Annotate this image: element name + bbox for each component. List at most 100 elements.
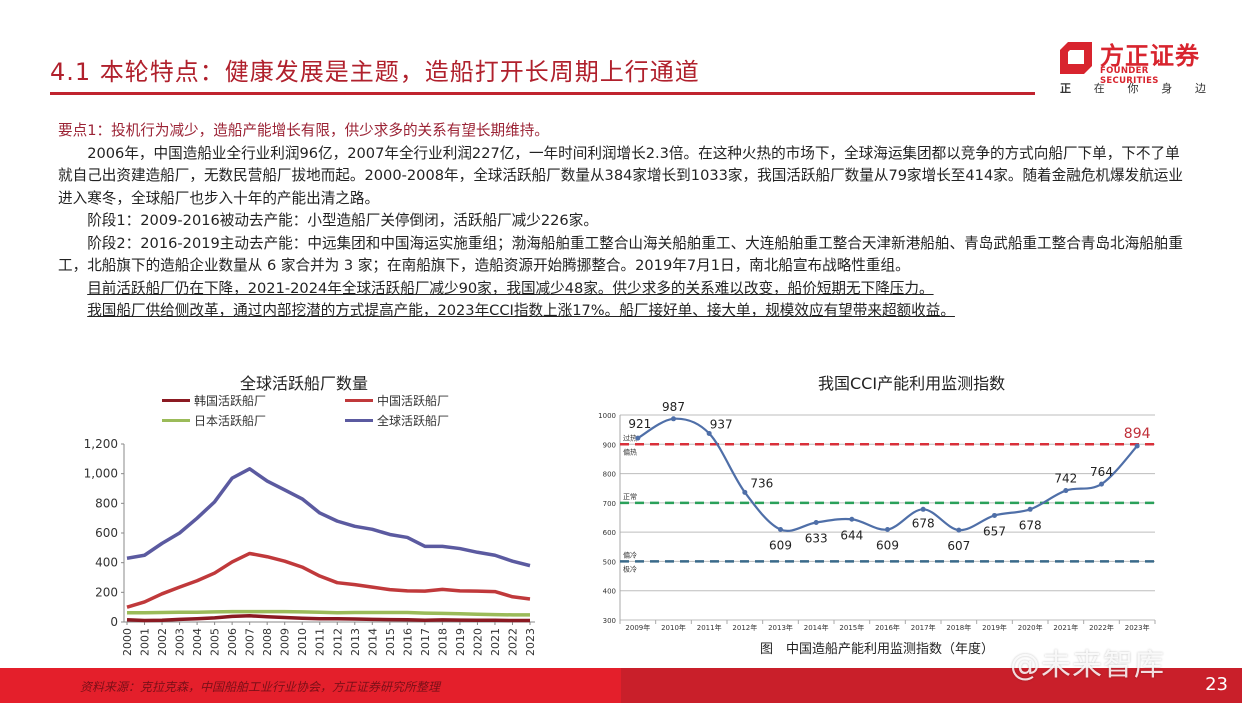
- x-tick-label: 2017: [419, 628, 432, 656]
- data-label: 609: [876, 539, 899, 553]
- data-point: [849, 516, 855, 522]
- paragraph-3: 阶段2：2016-2019主动去产能：中远集团和中国海运实施重组；渤海船舶重工整…: [58, 234, 1183, 275]
- x-tick-label: 2012年: [732, 623, 757, 632]
- x-tick-label: 2015年: [839, 623, 864, 632]
- data-point: [956, 527, 962, 533]
- x-tick-label: 2021年: [1053, 623, 1078, 632]
- slogan-char: 边: [1195, 82, 1206, 95]
- legend-japan: 日本活跃船厂: [162, 412, 266, 429]
- data-point: [778, 527, 783, 533]
- data-label: 678: [1019, 518, 1042, 532]
- slogan: 正 在 你 身 边: [1060, 80, 1206, 96]
- data-label: 609: [769, 539, 792, 553]
- data-point: [992, 512, 997, 518]
- x-tick-label: 2020: [471, 628, 484, 656]
- x-tick-label: 2003: [174, 628, 187, 656]
- data-label: 894: [1124, 426, 1151, 442]
- legend-korea: 韩国活跃船厂: [162, 392, 266, 409]
- y-tick-label: 200: [95, 585, 118, 599]
- x-tick-label: 2022: [506, 628, 519, 656]
- x-tick-label: 2017年: [911, 623, 936, 632]
- x-tick-label: 2013: [349, 628, 362, 656]
- x-tick-label: 2000: [121, 628, 134, 656]
- data-label: 987: [662, 400, 685, 414]
- x-tick-label: 2018: [436, 628, 449, 656]
- data-label: 921: [628, 417, 651, 431]
- data-label: 742: [1054, 472, 1077, 486]
- footer-bar: [0, 668, 1242, 703]
- founder-securities-logo: 方正证券 FOUNDER SECURITIES: [1058, 36, 1208, 96]
- x-tick-label: 2006: [226, 628, 239, 656]
- series-line: [126, 467, 531, 568]
- y-tick-label: 800: [95, 496, 118, 510]
- x-tick-label: 2009: [279, 628, 292, 656]
- data-label: 644: [840, 528, 863, 542]
- slogan-char: 在: [1093, 82, 1105, 95]
- data-point: [671, 416, 676, 422]
- legend-swatch: [162, 399, 190, 402]
- x-tick-label: 2010年: [661, 623, 686, 632]
- x-tick-label: 2012: [331, 628, 344, 656]
- y-tick-label: 1,200: [84, 437, 118, 451]
- legend-swatch: [345, 399, 373, 402]
- y-tick-label: 400: [95, 556, 118, 570]
- y-tick-label: 1,000: [84, 467, 118, 481]
- reference-label: 极冷: [623, 564, 637, 573]
- data-point: [635, 435, 641, 441]
- key-point: 要点1：投机行为减少，造船产能增长有限，供少求多的关系有望长期维持。: [58, 122, 549, 139]
- x-tick-label: 2022年: [1089, 623, 1114, 632]
- slogan-char: 正: [1060, 82, 1071, 95]
- x-tick-label: 2007: [244, 628, 257, 656]
- reference-label: 偏冷: [623, 550, 637, 559]
- figure-caption: 图 中国造船产能利用监测指数（年度）: [760, 642, 995, 657]
- x-tick-label: 2014: [366, 628, 379, 656]
- y-tick-label: 1000: [598, 412, 616, 420]
- data-point: [813, 519, 819, 525]
- legend-swatch: [345, 419, 373, 422]
- x-tick-label: 2016: [401, 628, 414, 656]
- x-tick-label: 2008: [261, 628, 274, 656]
- right-chart-title: 我国CCI产能利用监测指数: [818, 374, 1006, 393]
- y-tick-label: 0: [110, 615, 118, 629]
- data-label: 937: [710, 417, 733, 431]
- data-label: 657: [983, 524, 1006, 538]
- body-text: 要点1：投机行为减少，造船产能增长有限，供少求多的关系有望长期维持。 2006年…: [58, 120, 1188, 323]
- data-label: 678: [912, 516, 935, 530]
- y-tick-label: 300: [603, 617, 616, 625]
- legend-label: 日本活跃船厂: [194, 414, 267, 428]
- data-point: [1027, 506, 1033, 512]
- series-line: [126, 551, 531, 609]
- x-tick-label: 2023年: [1125, 623, 1150, 632]
- data-label: 764: [1090, 465, 1113, 479]
- y-tick-label: 400: [603, 588, 616, 596]
- series-line: [126, 614, 530, 623]
- x-tick-label: 2014年: [804, 623, 829, 632]
- x-tick-label: 2001: [139, 628, 152, 656]
- slogan-char: 身: [1161, 82, 1173, 95]
- page-title: 4.1 本轮特点：健康发展是主题，造船打开长周期上行通道: [50, 58, 700, 86]
- legend-china: 中国活跃船厂: [345, 392, 449, 409]
- data-point: [885, 527, 890, 533]
- x-tick-label: 2010: [296, 628, 309, 656]
- x-tick-label: 2004: [191, 628, 204, 656]
- legend-label: 韩国活跃船厂: [194, 394, 267, 408]
- x-tick-label: 2019年: [982, 623, 1007, 632]
- x-tick-label: 2015: [384, 628, 397, 656]
- legend-label: 中国活跃船厂: [377, 394, 450, 408]
- x-tick-label: 2021: [489, 628, 502, 656]
- data-point: [1099, 481, 1104, 487]
- x-tick-label: 2009年: [625, 623, 650, 632]
- data-point: [742, 489, 748, 495]
- x-tick-label: 2023: [524, 628, 537, 656]
- logo-cn-text: 方正证券: [1100, 42, 1200, 70]
- data-point: [920, 506, 926, 512]
- series-line: [127, 609, 530, 617]
- data-point: [1063, 488, 1069, 494]
- x-tick-label: 2020年: [1018, 623, 1043, 632]
- x-tick-label: 2016年: [875, 623, 900, 632]
- slogan-char: 你: [1127, 82, 1139, 95]
- paragraph-1: 2006年，中国造船业全行业利润96亿，2007年全行业利润227亿，一年时间利…: [58, 144, 1183, 207]
- paragraph-2: 阶段1：2009-2016被动去产能：小型造船厂关停倒闭，活跃船厂减少226家。: [87, 212, 598, 229]
